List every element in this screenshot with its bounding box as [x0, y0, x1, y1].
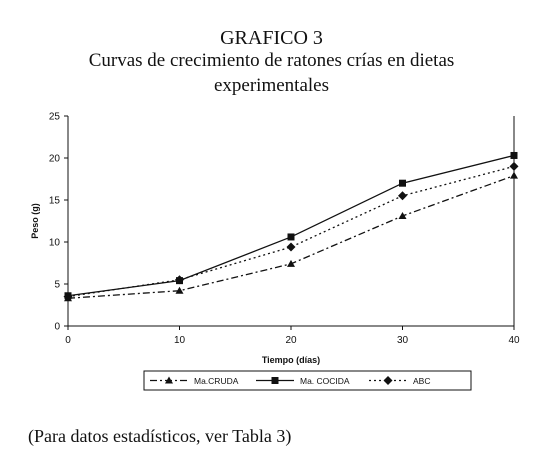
legend-label: ABC [413, 376, 430, 386]
x-tick-label: 20 [285, 335, 297, 346]
chart-subtitle-continued: experimentales [213, 75, 329, 96]
legend-label: Ma.CRUDA [194, 376, 239, 386]
growth-line-chart: 0 5 10 15 20 25 0 10 20 30 40 Tiempo (días) Peso (g)… [30, 112, 520, 391]
y-axis-label: Peso (g) [30, 203, 40, 239]
data-point-square-marker [399, 179, 406, 187]
data-point-diamond-marker [175, 275, 184, 285]
series-line-abc [67, 165, 515, 298]
y-tick-label: 5 [54, 280, 60, 291]
chart-subtitle: Curvas de crecimiento de ratones crías e… [88, 50, 455, 71]
data-point-diamond-marker [286, 242, 296, 252]
chart-title: GRAFICO 3 [220, 27, 323, 49]
data-point-diamond-marker [509, 161, 519, 171]
data-point-triangle-marker [398, 211, 407, 219]
data-point-diamond-marker [398, 191, 407, 201]
legend-diamond-marker [383, 376, 393, 385]
data-point-diamond-marker [63, 292, 73, 302]
data-point-triangle-marker [175, 286, 184, 294]
x-tick-label: 30 [397, 335, 409, 346]
y-tick-label: 25 [49, 112, 61, 123]
data-point-triangle-marker [287, 259, 295, 267]
y-tick-label: 15 [49, 196, 61, 207]
data-point-square-marker [510, 151, 518, 159]
legend-box [143, 370, 472, 391]
y-tick-label: 10 [49, 238, 61, 249]
series-line-ma-cocida [67, 154, 515, 297]
legend-triangle-marker [165, 376, 173, 384]
data-point-square-marker [287, 233, 295, 241]
x-axis-label: Tiempo (días) [262, 355, 320, 365]
data-point-triangle-marker [510, 171, 518, 179]
legend-label: Ma. COCIDA [300, 376, 350, 386]
footnote: (Para datos estadísticos, ver Tabla 3) [28, 426, 292, 446]
x-tick-label: 0 [65, 335, 71, 346]
x-tick-label: 10 [174, 335, 186, 346]
x-tick-label: 40 [508, 335, 520, 346]
y-tick-label: 20 [49, 154, 61, 165]
y-tick-label: 0 [54, 322, 60, 333]
legend-square-marker [271, 377, 279, 384]
